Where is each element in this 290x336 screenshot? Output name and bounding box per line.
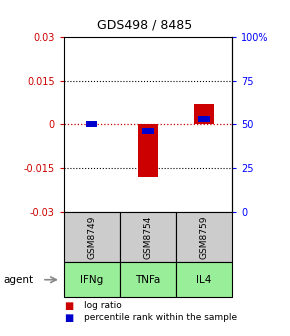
Bar: [64, 212, 120, 262]
Text: percentile rank within the sample: percentile rank within the sample: [84, 313, 237, 322]
Text: IL4: IL4: [196, 275, 212, 285]
Bar: [120, 212, 176, 262]
Text: GSM8754: GSM8754: [143, 215, 153, 259]
Text: GSM8749: GSM8749: [87, 215, 96, 259]
Text: ■: ■: [64, 312, 73, 323]
Bar: [138, 124, 158, 177]
Bar: [176, 212, 232, 262]
Bar: [142, 128, 153, 134]
Bar: [198, 116, 210, 122]
Bar: [64, 262, 120, 297]
Bar: [120, 262, 176, 297]
Bar: [86, 121, 97, 127]
Text: GSM8759: GSM8759: [200, 215, 209, 259]
Text: IFNg: IFNg: [80, 275, 104, 285]
Text: GDS498 / 8485: GDS498 / 8485: [97, 19, 193, 32]
Bar: [194, 104, 214, 124]
Text: ■: ■: [64, 301, 73, 311]
Text: agent: agent: [3, 275, 33, 285]
Text: log ratio: log ratio: [84, 301, 122, 310]
Bar: [176, 262, 232, 297]
Text: TNFa: TNFa: [135, 275, 161, 285]
